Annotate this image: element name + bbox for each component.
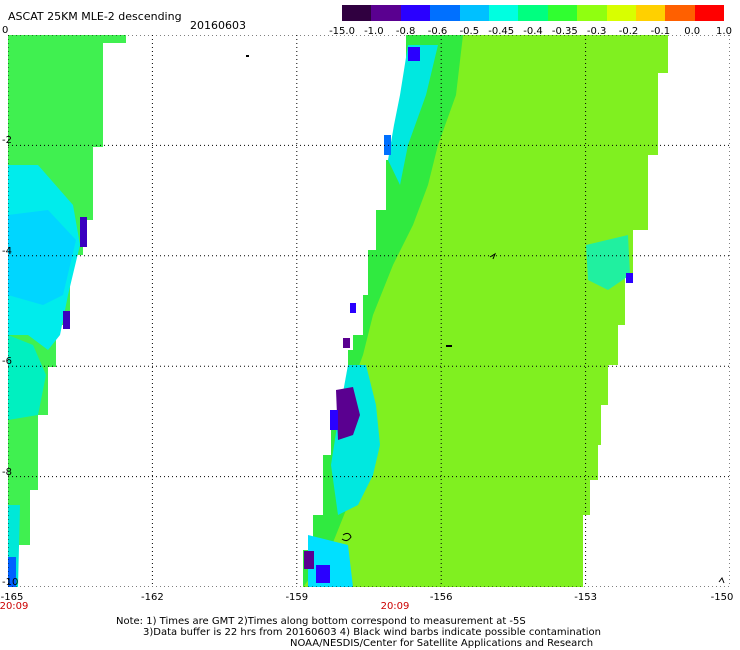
colorbar-label: -0.2 <box>618 26 639 37</box>
colorbar-segment <box>371 5 401 21</box>
colorbar-segment <box>400 5 431 21</box>
colorbar-label: -0.35 <box>551 26 578 37</box>
y-tick-label: -4 <box>2 245 12 257</box>
colorbar-label: -0.6 <box>427 26 448 37</box>
colorbar-segment <box>577 5 607 21</box>
note-line-1: Note: 1) Times are GMT 2)Times along bot… <box>116 616 526 627</box>
map-date: 20160603 <box>190 19 246 32</box>
wind-barb-icon <box>718 576 725 584</box>
x-tick-label: -156 <box>429 592 453 603</box>
colorbar <box>342 5 725 21</box>
y-tick-label: -10 <box>2 577 19 588</box>
left-swath <box>8 35 126 587</box>
colorbar-segment <box>547 5 578 21</box>
gridlines <box>8 35 730 587</box>
colorbar-label: -0.8 <box>395 26 416 37</box>
x-tick-label: -159 <box>285 592 309 603</box>
y-tick-label: -2 <box>2 135 12 147</box>
colorbar-segment <box>342 5 372 21</box>
x-tick-label: -150 <box>710 592 734 603</box>
note-line-2: 3)Data buffer is 22 hrs from 20160603 4)… <box>143 627 601 638</box>
y-tick-label: -6 <box>2 356 12 368</box>
map-plot-area <box>8 35 730 587</box>
colorbar-label: -0.5 <box>459 26 480 37</box>
colorbar-label: -1.0 <box>364 26 384 37</box>
time-label: 20:09 <box>380 601 410 612</box>
colorbar-segment <box>635 5 666 21</box>
colorbar-label: -0.4 <box>523 26 543 37</box>
colorbar-segment <box>430 5 460 21</box>
colorbar-label: -0.3 <box>586 26 607 37</box>
colorbar-label: -15.0 <box>329 26 355 37</box>
colorbar-segment <box>459 5 489 21</box>
colorbar-segment <box>488 5 519 21</box>
time-label: 20:09 <box>0 601 29 612</box>
colorbar-label: -0.45 <box>488 26 515 37</box>
map-title: ASCAT 25KM MLE-2 descending <box>8 10 182 23</box>
y-tick-label: -8 <box>2 466 12 478</box>
colorbar-label: -0.1 <box>650 26 671 37</box>
x-tick-label: -165 <box>0 592 24 603</box>
stray-mark <box>246 55 249 57</box>
x-tick-label: -153 <box>574 592 597 603</box>
colorbar-label: 0.0 <box>684 26 701 37</box>
note-line-3: NOAA/NESDIS/Center for Satellite Applica… <box>290 638 594 649</box>
right-swath <box>303 35 668 587</box>
y-tick-label: 0 <box>2 25 9 36</box>
colorbar-segment <box>606 5 636 21</box>
colorbar-segment <box>518 5 548 21</box>
colorbar-segment <box>665 5 695 21</box>
colorbar-label: 1.0 <box>716 26 732 37</box>
colorbar-segment <box>694 5 725 21</box>
x-tick-label: -162 <box>141 592 164 603</box>
